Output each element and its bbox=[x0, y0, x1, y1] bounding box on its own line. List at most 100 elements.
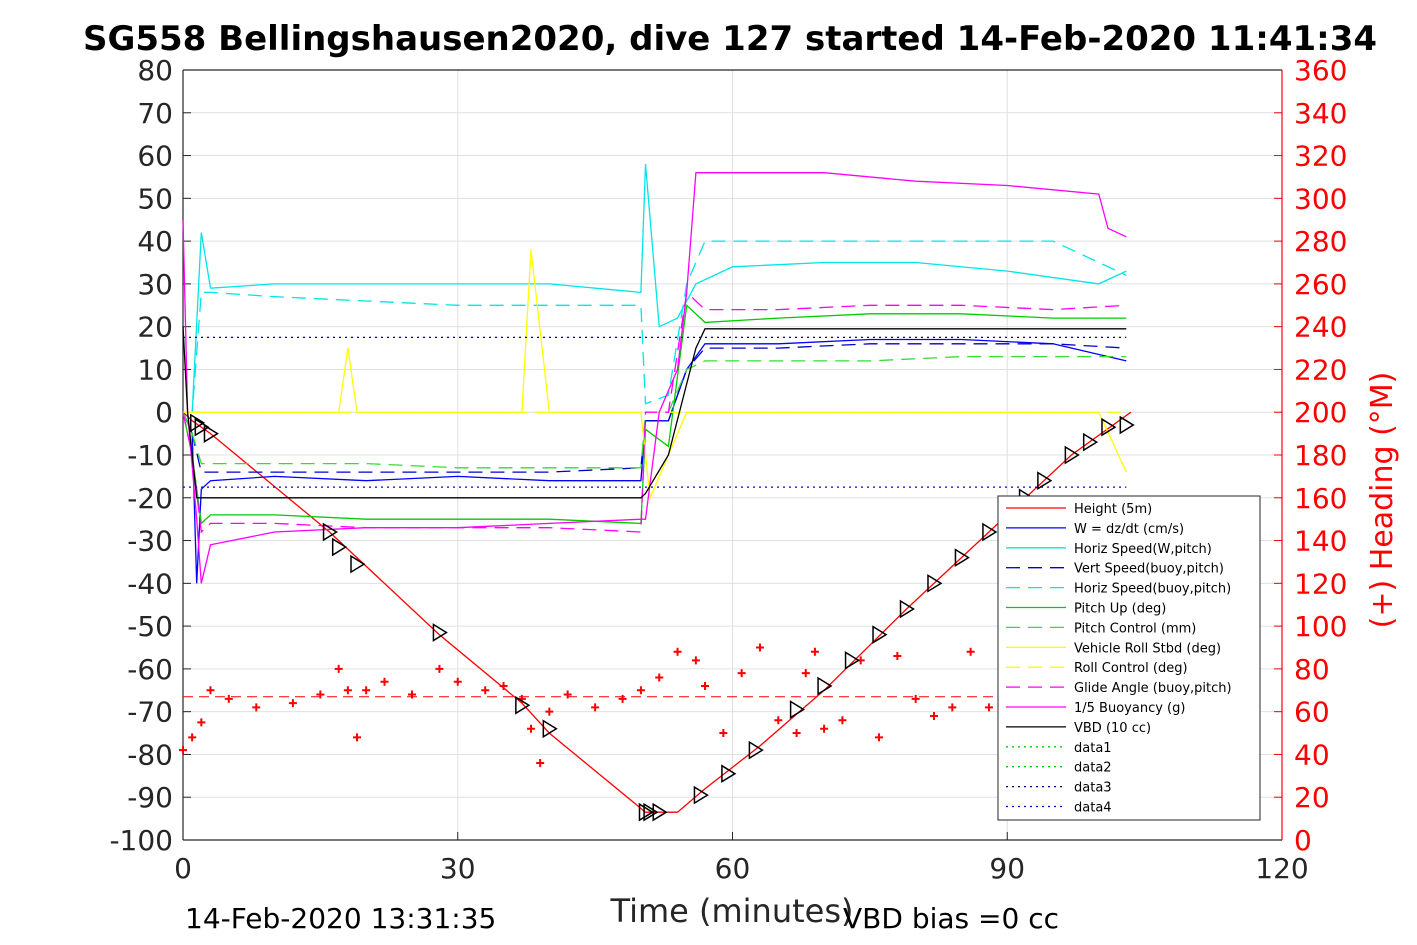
legend-label: data2 bbox=[1074, 761, 1112, 776]
heading-point bbox=[755, 643, 764, 652]
heading-point bbox=[655, 673, 664, 682]
series-line-2 bbox=[182, 338, 1127, 584]
y-right-tick-label: 20 bbox=[1294, 781, 1330, 814]
dive-marker bbox=[954, 548, 970, 568]
y-right-tick-label: 80 bbox=[1294, 653, 1330, 686]
heading-point bbox=[838, 716, 847, 725]
heading-point bbox=[591, 703, 600, 712]
y-tick-label: 10 bbox=[137, 353, 173, 386]
y-right-tick-label: 320 bbox=[1294, 140, 1347, 173]
y-right-tick-label: 160 bbox=[1294, 482, 1347, 515]
legend-label: W = dz/dt (cm/s) bbox=[1074, 522, 1184, 537]
heading-point bbox=[206, 686, 215, 695]
legend-label: Glide Angle (buoy,pitch) bbox=[1074, 681, 1232, 696]
heading-point bbox=[353, 733, 362, 742]
y-right-tick-label: 300 bbox=[1294, 182, 1347, 215]
dive-marker bbox=[350, 554, 366, 574]
y-tick-label: -70 bbox=[127, 696, 173, 729]
heading-point bbox=[774, 716, 783, 725]
y-tick-label: 0 bbox=[155, 396, 173, 429]
series-line-5 bbox=[183, 240, 1127, 413]
dive-marker bbox=[693, 785, 709, 805]
heading-point bbox=[252, 703, 261, 712]
x-tick-label: 0 bbox=[174, 852, 192, 885]
heading-point bbox=[618, 694, 627, 703]
dive-marker bbox=[872, 625, 888, 645]
heading-point bbox=[792, 729, 801, 738]
y-right-tick-label: 340 bbox=[1294, 97, 1347, 130]
heading-point bbox=[343, 686, 352, 695]
dive-marker bbox=[899, 599, 915, 619]
heading-point bbox=[911, 694, 920, 703]
y-right-tick-label: 280 bbox=[1294, 225, 1347, 258]
dive-marker bbox=[203, 424, 219, 443]
heading-point bbox=[966, 647, 975, 656]
heading-point bbox=[316, 690, 325, 699]
dive-marker bbox=[1037, 471, 1053, 491]
y-tick-label: -60 bbox=[127, 653, 173, 686]
heading-point bbox=[948, 703, 957, 712]
right-axis-label: (+) Heading (°M) bbox=[1365, 372, 1400, 629]
heading-point bbox=[929, 711, 938, 720]
y-right-tick-label: 0 bbox=[1294, 824, 1312, 857]
y-right-tick-label: 180 bbox=[1294, 439, 1347, 472]
heading-point bbox=[545, 707, 554, 716]
y-tick-label: -10 bbox=[127, 439, 173, 472]
series-line-3 bbox=[183, 164, 1127, 413]
y-tick-label: -30 bbox=[127, 525, 173, 558]
legend-label: Roll Control (deg) bbox=[1074, 661, 1188, 676]
heading-point bbox=[435, 664, 444, 673]
heading-point bbox=[536, 759, 545, 767]
heading-point bbox=[453, 677, 462, 686]
dive-marker bbox=[748, 740, 764, 760]
heading-point bbox=[701, 682, 710, 690]
heading-point bbox=[984, 703, 993, 712]
footer-timestamp: 14-Feb-2020 13:31:35 bbox=[185, 902, 496, 935]
y-tick-label: 30 bbox=[137, 268, 173, 301]
heading-point bbox=[737, 669, 746, 678]
x-tick-label: 60 bbox=[715, 852, 751, 885]
legend-label: data4 bbox=[1074, 801, 1112, 816]
x-tick-label: 90 bbox=[989, 852, 1025, 885]
legend-box bbox=[997, 495, 1261, 821]
dive-marker bbox=[432, 623, 448, 642]
y-tick-label: 80 bbox=[137, 54, 173, 87]
heading-point bbox=[719, 729, 728, 738]
x-tick-label: 120 bbox=[1255, 852, 1308, 885]
y-tick-label: 60 bbox=[137, 140, 173, 173]
series-line-11 bbox=[182, 172, 1127, 584]
legend-label: data3 bbox=[1074, 781, 1112, 796]
legend-label: data1 bbox=[1074, 741, 1112, 756]
legend-label: Pitch Up (deg) bbox=[1074, 602, 1166, 617]
heading-point bbox=[380, 677, 389, 686]
y-right-tick-label: 260 bbox=[1294, 268, 1347, 301]
heading-point bbox=[334, 664, 343, 673]
heading-point bbox=[893, 652, 902, 661]
dive-marker bbox=[789, 700, 806, 719]
y-right-tick-label: 140 bbox=[1294, 525, 1347, 558]
series-line-12 bbox=[182, 326, 1127, 499]
heading-point bbox=[820, 724, 829, 733]
heading-point bbox=[691, 656, 700, 665]
dive-marker bbox=[194, 417, 210, 437]
series-line-4 bbox=[182, 343, 1127, 473]
y-tick-label: -80 bbox=[127, 738, 173, 771]
dive-marker bbox=[331, 537, 348, 557]
y-tick-label: -40 bbox=[127, 567, 173, 600]
y-right-tick-label: 220 bbox=[1294, 353, 1347, 386]
dive-marker bbox=[982, 522, 998, 542]
y-tick-label: -100 bbox=[109, 824, 173, 857]
dive-marker bbox=[638, 802, 654, 822]
y-right-tick-label: 360 bbox=[1294, 54, 1347, 87]
footer-vbd-bias: VBD bias =0 cc bbox=[843, 902, 1059, 935]
heading-point bbox=[288, 699, 297, 708]
dive-marker bbox=[1119, 415, 1135, 435]
y-tick-label: -90 bbox=[127, 781, 173, 814]
heading-point bbox=[224, 694, 233, 703]
y-right-tick-label: 60 bbox=[1294, 696, 1330, 729]
heading-point bbox=[179, 746, 187, 755]
y-tick-label: 40 bbox=[137, 225, 173, 258]
legend-label: VBD (10 cc) bbox=[1074, 721, 1151, 736]
chart-title: SG558 Bellingshausen2020, dive 127 start… bbox=[83, 19, 1377, 59]
y-tick-label: -20 bbox=[127, 482, 173, 515]
